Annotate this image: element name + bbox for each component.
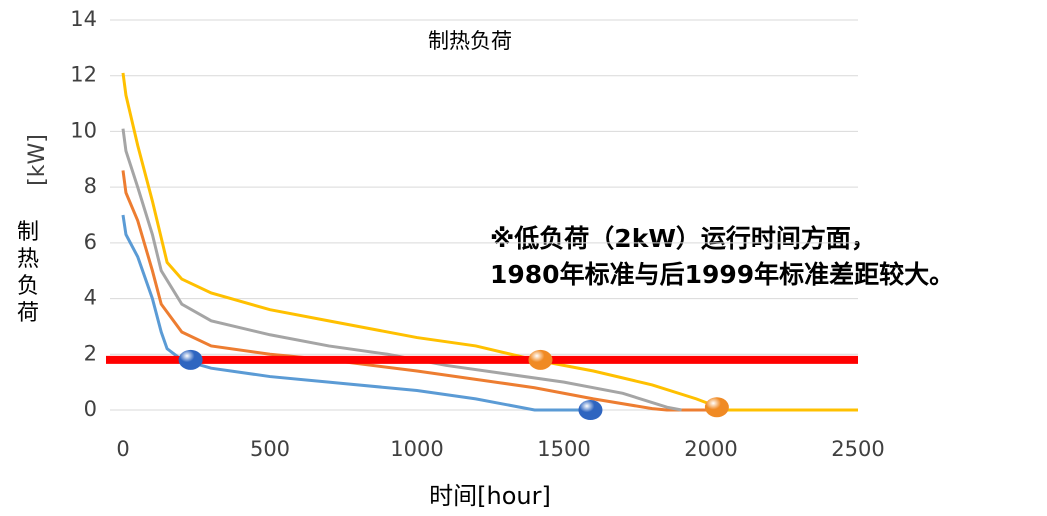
point-marker	[528, 349, 553, 370]
y-tick-label: 4	[84, 286, 97, 310]
x-tick-label: 2500	[831, 437, 884, 461]
y-axis-unit: [kW]	[25, 134, 50, 186]
series-line	[121, 128, 682, 412]
x-tick-label: 1500	[537, 437, 590, 461]
x-tick-label: 500	[250, 437, 290, 461]
x-tick-label: 2000	[684, 437, 737, 461]
y-tick-label: 0	[84, 397, 97, 421]
annotation: 1980年标准与后1999年标准差距较大。	[490, 260, 954, 289]
series-line	[121, 170, 711, 412]
y-axis-label: 制热负荷	[17, 220, 39, 326]
point-marker	[578, 400, 603, 420]
y-tick-label: 14	[70, 7, 97, 31]
x-tick-label: 1000	[390, 437, 443, 461]
y-tick-label: 6	[84, 230, 97, 254]
y-tick-label: 12	[70, 63, 97, 87]
point-marker	[178, 349, 203, 370]
y-tick-label: 10	[70, 118, 97, 142]
annotation: ※低负荷（2kW）运行时间方面，	[490, 224, 876, 253]
point-marker	[704, 397, 729, 418]
y-tick-label: 8	[84, 174, 97, 198]
y-tick-label: 2	[84, 341, 97, 365]
x-tick-label: 0	[116, 437, 129, 461]
series-line	[121, 214, 594, 412]
chart-title: 制热负荷	[428, 29, 512, 53]
series-line	[121, 72, 858, 412]
x-axis-label: 时间[hour]	[429, 482, 551, 510]
